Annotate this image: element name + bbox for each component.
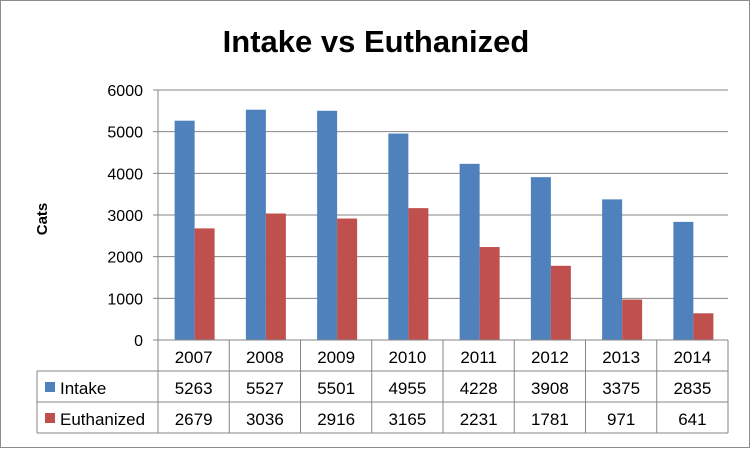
data-label-euthanized-2012: 1781 [531, 410, 569, 429]
bar-intake-2009 [317, 110, 338, 341]
y-axis-label: Cats [34, 203, 51, 236]
bar-euthanized-2010 [408, 208, 429, 340]
data-label-intake-2011: 4228 [460, 379, 498, 398]
x-tick-label-2013: 2013 [602, 348, 640, 367]
y-tick-label-5000: 5000 [107, 125, 143, 142]
data-label-euthanized-2010: 3165 [388, 410, 426, 429]
bar-euthanized-2013 [622, 299, 643, 340]
data-label-euthanized-2008: 3036 [246, 410, 284, 429]
data-label-euthanized-2011: 2231 [460, 410, 498, 429]
x-tick-label-2009: 2009 [317, 348, 355, 367]
bar-euthanized-2007 [194, 228, 215, 340]
data-label-euthanized-2009: 2916 [317, 410, 355, 429]
bar-intake-2014 [673, 221, 694, 340]
legend-key-intake [45, 382, 55, 392]
data-label-euthanized-2013: 971 [607, 410, 635, 429]
y-axis-ticks: 0 1000 2000 3000 4000 5000 6000 [107, 83, 143, 350]
chart-title: Intake vs Euthanized [223, 24, 530, 59]
bar-intake-2007 [174, 120, 195, 340]
bar-intake-2010 [388, 133, 409, 340]
x-tick-label-2007: 2007 [175, 348, 213, 367]
bar-euthanized-2014 [693, 313, 714, 340]
bar-intake-2013 [602, 199, 623, 340]
bar-intake-2008 [245, 109, 266, 340]
data-label-intake-2009: 5501 [317, 379, 355, 398]
y-tick-label-1000: 1000 [107, 291, 143, 308]
bar-euthanized-2009 [337, 218, 358, 340]
y-tick-label-0: 0 [134, 333, 143, 350]
x-tick-label-2014: 2014 [673, 348, 711, 367]
bars [174, 109, 714, 341]
x-tick-label-2010: 2010 [388, 348, 426, 367]
legend-key-euthanized [45, 413, 55, 423]
data-label-intake-2008: 5527 [246, 379, 284, 398]
bar-intake-2012 [530, 177, 551, 340]
data-label-intake-2007: 5263 [175, 379, 213, 398]
data-label-intake-2013: 3375 [602, 379, 640, 398]
y-tick-label-6000: 6000 [107, 83, 143, 100]
x-tick-label-2012: 2012 [531, 348, 569, 367]
bar-intake-2011 [459, 163, 480, 340]
data-table: 2007 2008 2009 2010 2011 2012 2013 2014 Intake 52… [36, 339, 729, 434]
data-label-euthanized-2014: 641 [678, 410, 706, 429]
bar-euthanized-2008 [265, 213, 286, 340]
x-tick-label-2008: 2008 [246, 348, 284, 367]
data-label-intake-2014: 2835 [673, 379, 711, 398]
data-label-intake-2012: 3908 [531, 379, 569, 398]
legend-label-intake: Intake [60, 379, 106, 398]
x-tick-label-2011: 2011 [460, 348, 497, 367]
y-tick-label-3000: 3000 [107, 208, 143, 225]
data-label-euthanized-2007: 2679 [175, 410, 213, 429]
y-tick-label-4000: 4000 [107, 166, 143, 183]
legend-label-euthanized: Euthanized [60, 410, 145, 429]
data-label-intake-2010: 4955 [388, 379, 426, 398]
y-tick-label-2000: 2000 [107, 250, 143, 267]
bar-euthanized-2012 [550, 265, 571, 340]
bar-euthanized-2011 [479, 247, 500, 340]
